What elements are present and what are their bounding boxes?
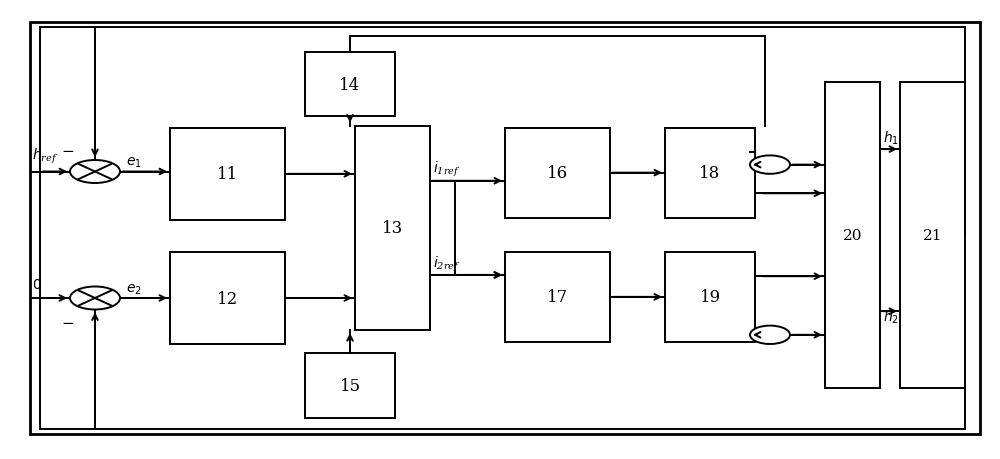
Text: $-$: $-$ — [61, 313, 75, 329]
Text: 16: 16 — [547, 165, 568, 182]
Text: $-$: $-$ — [61, 142, 75, 157]
FancyBboxPatch shape — [305, 353, 395, 418]
FancyBboxPatch shape — [30, 23, 980, 434]
FancyBboxPatch shape — [170, 129, 285, 220]
Text: 20: 20 — [843, 228, 862, 242]
Text: 18: 18 — [699, 165, 721, 182]
FancyBboxPatch shape — [505, 252, 610, 342]
Text: 13: 13 — [382, 220, 403, 237]
Text: 14: 14 — [339, 77, 361, 93]
Text: 11: 11 — [217, 166, 238, 183]
FancyBboxPatch shape — [900, 83, 965, 388]
Text: $e_2$: $e_2$ — [126, 282, 142, 296]
FancyBboxPatch shape — [305, 53, 395, 117]
Circle shape — [750, 326, 790, 344]
Text: $0$: $0$ — [32, 278, 42, 291]
Text: 15: 15 — [339, 377, 361, 394]
Text: $i_{\mathregular{1ref}}$: $i_{\mathregular{1ref}}$ — [433, 160, 460, 179]
FancyBboxPatch shape — [355, 126, 430, 330]
Text: $e_1$: $e_1$ — [126, 156, 142, 170]
Text: $h_1$: $h_1$ — [883, 129, 899, 147]
Text: 21: 21 — [923, 228, 942, 242]
Text: $h_2$: $h_2$ — [883, 308, 899, 325]
Text: 17: 17 — [547, 289, 568, 306]
Text: $i_{\mathregular{2ref}}$: $i_{\mathregular{2ref}}$ — [433, 254, 460, 273]
Text: 12: 12 — [217, 290, 238, 307]
FancyBboxPatch shape — [665, 129, 755, 218]
Text: $h_{\mathregular{ref}}$: $h_{\mathregular{ref}}$ — [32, 146, 58, 165]
FancyBboxPatch shape — [665, 252, 755, 342]
FancyBboxPatch shape — [825, 83, 880, 388]
FancyBboxPatch shape — [505, 129, 610, 218]
FancyBboxPatch shape — [170, 252, 285, 344]
Text: 19: 19 — [699, 289, 721, 306]
Circle shape — [750, 156, 790, 174]
Circle shape — [70, 287, 120, 310]
Circle shape — [70, 161, 120, 184]
